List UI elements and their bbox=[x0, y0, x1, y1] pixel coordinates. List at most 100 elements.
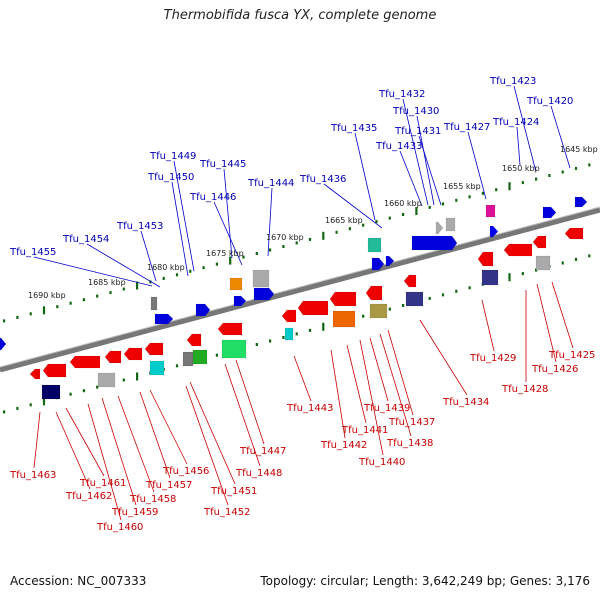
label-connector-reverse bbox=[346, 344, 367, 424]
gene-arrow bbox=[281, 309, 297, 323]
tick-mark-forward bbox=[455, 198, 458, 202]
tick-mark-reverse bbox=[535, 268, 538, 272]
label-connector-forward bbox=[399, 150, 423, 207]
gene-label-forward: Tfu_1424 bbox=[492, 117, 539, 128]
tick-mark-reverse bbox=[215, 353, 218, 357]
gene-arrow bbox=[365, 285, 383, 301]
gene-label-reverse: Tfu_1451 bbox=[210, 486, 257, 497]
gene-label-reverse: Tfu_1448 bbox=[235, 468, 282, 479]
gene-feature bbox=[150, 296, 158, 311]
tick-mark-forward bbox=[428, 205, 431, 209]
gene-arrow bbox=[253, 287, 275, 301]
tick-mark-forward bbox=[415, 207, 418, 215]
gene-feature bbox=[369, 303, 388, 319]
tick-mark-forward bbox=[29, 312, 32, 316]
tick-mark-reverse bbox=[308, 328, 312, 332]
kbp-scale-label: 1670 kbp bbox=[266, 233, 304, 242]
gene-label-reverse: Tfu_1437 bbox=[388, 417, 435, 428]
map-title: Thermobifida fusca YX, complete genome bbox=[163, 8, 437, 23]
gene-label-reverse: Tfu_1440 bbox=[358, 457, 405, 468]
gene-arrow bbox=[435, 221, 444, 235]
tick-mark-reverse bbox=[388, 307, 391, 311]
gene-arrow bbox=[29, 368, 41, 380]
tick-mark-forward bbox=[508, 182, 511, 191]
kbp-scale-label: 1685 kbp bbox=[88, 278, 126, 287]
kbp-scale-label: 1690 kbp bbox=[28, 291, 66, 300]
label-connector-reverse bbox=[33, 411, 41, 469]
label-connector-reverse bbox=[224, 363, 261, 467]
gene-label-forward: Tfu_1446 bbox=[189, 192, 236, 203]
gene-arrow bbox=[385, 255, 395, 267]
gene-feature bbox=[405, 291, 424, 307]
tick-mark-forward bbox=[82, 298, 85, 302]
tick-mark-forward bbox=[56, 305, 59, 309]
tick-mark-reverse bbox=[42, 397, 46, 406]
tick-mark-reverse bbox=[468, 286, 471, 290]
genome-backbone bbox=[0, 207, 600, 373]
tick-mark-forward bbox=[588, 163, 591, 167]
gene-arrow bbox=[186, 333, 202, 347]
label-connector-forward bbox=[323, 183, 383, 229]
label-connector-forward bbox=[33, 256, 153, 287]
tick-mark-forward bbox=[388, 216, 391, 220]
tick-mark-forward bbox=[548, 174, 551, 177]
tick-mark-forward bbox=[561, 170, 564, 174]
tick-mark-forward bbox=[215, 262, 218, 266]
gene-labels: 1645 kbp 1650 kbp 1655 kbp 1660 kbp 1665 kbp… bbox=[9, 76, 598, 533]
gene-label-reverse: Tfu_1458 bbox=[129, 494, 176, 505]
tick-mark-forward bbox=[202, 266, 205, 270]
gene-label-reverse: Tfu_1443 bbox=[286, 403, 333, 414]
tick-mark-forward bbox=[269, 248, 272, 252]
gene-arrow bbox=[123, 347, 143, 361]
genome-info-label: Topology: circular; Length: 3,642,249 bp… bbox=[260, 574, 590, 588]
gene-feature bbox=[192, 349, 208, 365]
tick-mark-forward bbox=[574, 166, 578, 170]
label-connector-forward bbox=[418, 135, 442, 206]
tick-mark-reverse bbox=[29, 403, 32, 407]
tick-mark-forward bbox=[69, 301, 72, 305]
gene-label-forward: Tfu_1453 bbox=[116, 221, 163, 232]
gene-feature bbox=[445, 217, 456, 232]
tick-mark-reverse bbox=[588, 254, 591, 258]
gene-arrow bbox=[233, 295, 247, 307]
gene-label-forward: Tfu_1420 bbox=[526, 96, 573, 107]
tick-mark-reverse bbox=[175, 364, 179, 368]
gene-arrow bbox=[532, 235, 547, 249]
gene-label-reverse: Tfu_1447 bbox=[239, 446, 286, 457]
label-connector-forward bbox=[402, 98, 429, 206]
label-connector-reverse bbox=[551, 281, 574, 349]
label-connector-reverse bbox=[369, 337, 389, 402]
tick-mark-reverse bbox=[295, 332, 298, 336]
tick-mark-reverse bbox=[3, 410, 6, 414]
gene-arrow bbox=[69, 355, 101, 369]
tick-mark-reverse bbox=[69, 392, 72, 396]
gene-label-forward: Tfu_1445 bbox=[199, 159, 246, 170]
tick-mark-forward bbox=[255, 252, 258, 255]
tick-mark-reverse bbox=[508, 273, 511, 282]
tick-mark-forward bbox=[3, 319, 6, 323]
kbp-scale-label: 1675 kbp bbox=[206, 249, 244, 258]
gene-arrow bbox=[154, 313, 174, 325]
gene-feature bbox=[149, 360, 165, 376]
gene-feature bbox=[485, 204, 496, 218]
gene-label-forward: Tfu_1435 bbox=[330, 123, 377, 134]
gene-label-forward: Tfu_1431 bbox=[394, 126, 441, 137]
gene-label-reverse: Tfu_1457 bbox=[145, 480, 192, 491]
tick-mark-reverse bbox=[362, 314, 365, 318]
gene-label-reverse: Tfu_1462 bbox=[65, 491, 112, 502]
label-lines bbox=[33, 85, 574, 521]
gene-feature bbox=[97, 372, 116, 388]
tick-mark-forward bbox=[402, 213, 405, 216]
label-connector-reverse bbox=[387, 329, 414, 416]
kbp-scale-label: 1645 kbp bbox=[560, 145, 598, 154]
gene-label-reverse: Tfu_1434 bbox=[442, 397, 489, 408]
tick-mark-reverse bbox=[322, 322, 325, 331]
label-connector-reverse bbox=[185, 385, 229, 506]
tick-mark-forward bbox=[468, 195, 471, 199]
gene-label-reverse: Tfu_1460 bbox=[96, 522, 143, 533]
label-connector-forward bbox=[354, 132, 376, 221]
gene-arrow bbox=[371, 257, 385, 271]
tick-mark-forward bbox=[229, 256, 232, 265]
gene-feature bbox=[221, 339, 247, 359]
